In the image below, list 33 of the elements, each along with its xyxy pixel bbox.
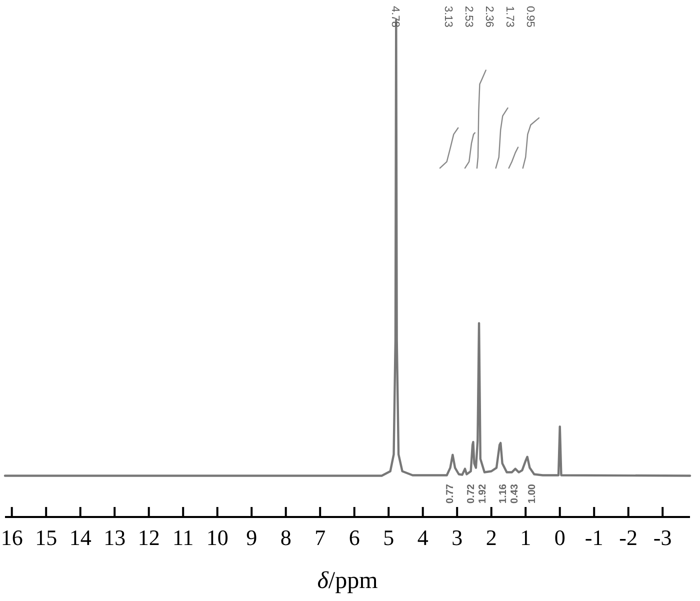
x-axis-title: δ/ppm xyxy=(317,568,378,594)
annotation: 1.16 xyxy=(498,484,509,504)
annotation: 1.00 xyxy=(526,484,538,504)
annotation: 0.77 xyxy=(445,484,456,504)
x-tick-label: 9 xyxy=(246,525,258,550)
annotation: 0.95 xyxy=(524,6,536,28)
x-tick-label: -3 xyxy=(653,525,672,550)
annotation: 1.73 xyxy=(503,6,516,28)
x-tick-label: 15 xyxy=(35,525,58,550)
annotation: 2.36 xyxy=(482,6,495,28)
x-tick-label: 16 xyxy=(0,525,23,550)
x-tick-label: 7 xyxy=(314,525,326,550)
x-tick-label: 3 xyxy=(452,525,463,550)
x-tick-label: 4 xyxy=(417,525,428,550)
annotation: 2.53 xyxy=(462,6,475,28)
x-tick-label: -2 xyxy=(619,525,638,550)
x-tick-label: 12 xyxy=(138,525,160,550)
annotation: 0.72 xyxy=(466,484,477,504)
x-tick-label: 2 xyxy=(486,525,497,550)
x-tick-label: 11 xyxy=(172,525,194,550)
x-tick-label: -1 xyxy=(584,525,604,550)
x-tick-label: 1 xyxy=(520,525,532,550)
x-tick-label: 0 xyxy=(554,525,566,550)
annotation: 4.78 xyxy=(389,6,402,28)
x-tick-label: 6 xyxy=(348,525,360,550)
annotation: 0.43 xyxy=(509,484,520,504)
annotation: 3.13 xyxy=(442,6,454,28)
x-tick-label: 10 xyxy=(206,525,228,550)
x-tick-label: 8 xyxy=(280,525,292,550)
x-tick-label: 14 xyxy=(69,525,92,550)
x-tick-label: 5 xyxy=(383,525,394,550)
x-tick-label: 13 xyxy=(104,525,126,550)
annotation: 1.92 xyxy=(477,484,488,504)
